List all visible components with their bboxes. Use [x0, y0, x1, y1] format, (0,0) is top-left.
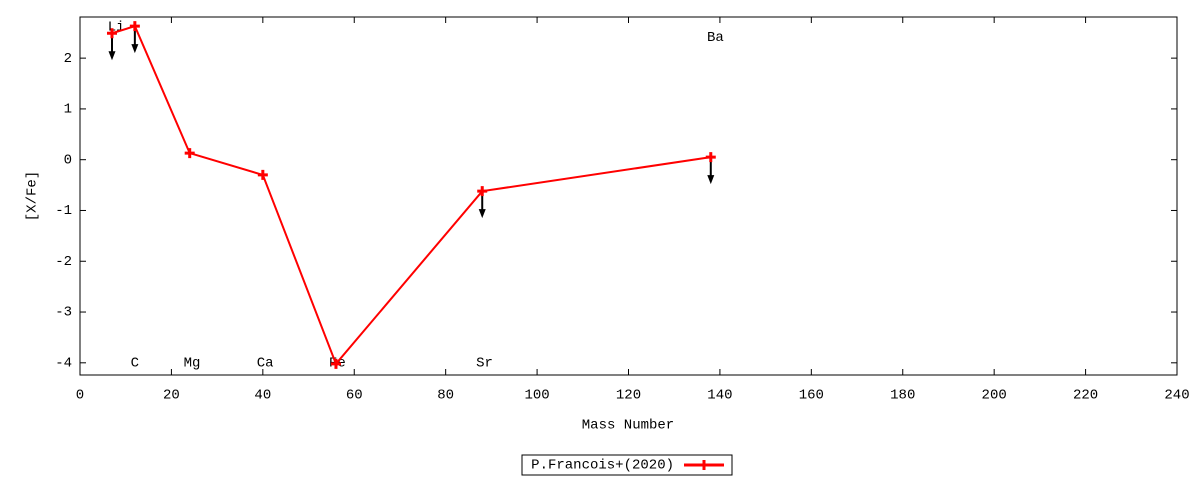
x-tick-label: 120: [616, 388, 641, 404]
point: [330, 358, 341, 369]
upper-limit-arrowhead: [131, 44, 139, 54]
series-line: [111, 24, 711, 366]
element-label: Sr: [476, 356, 493, 372]
point: [705, 152, 716, 163]
x-tick-label: 180: [890, 388, 915, 404]
y-tick-label: -1: [55, 203, 72, 219]
legend-marker: [699, 460, 709, 470]
y-tick-label: -2: [55, 254, 72, 270]
element-label: Ca: [257, 356, 274, 372]
y-tick-label: -3: [55, 305, 72, 321]
y-tick-label: 1: [64, 102, 72, 118]
legend-box: [521, 454, 733, 476]
x-tick-label: 160: [799, 388, 824, 404]
y-axis-label: [X/Fe]: [25, 171, 41, 221]
y-tick-label: 0: [64, 152, 72, 168]
point: [106, 28, 117, 39]
x-tick-label: 60: [346, 388, 363, 404]
x-axis-label: Mass Number: [582, 418, 674, 434]
y-tick-label: 2: [64, 51, 72, 67]
element-label: Mg: [184, 356, 201, 372]
upper-limit-arrowhead: [478, 209, 486, 219]
element-label: C: [131, 356, 139, 372]
legend-label: P.Francois+(2020): [531, 458, 674, 474]
point: [184, 148, 195, 159]
x-tick-label: 200: [982, 388, 1007, 404]
x-tick-label: 40: [254, 388, 271, 404]
x-tick-label: 140: [707, 388, 732, 404]
x-tick-label: 20: [163, 388, 180, 404]
x-tick-label: 0: [76, 388, 84, 404]
y-tick-label: -4: [55, 356, 72, 372]
upper-limit-arrowhead: [707, 175, 715, 185]
x-tick-label: 80: [437, 388, 454, 404]
point: [257, 169, 268, 180]
plot-frame: [79, 16, 1178, 376]
upper-limit-arrowhead: [108, 51, 116, 61]
x-tick-label: 220: [1073, 388, 1098, 404]
point: [477, 186, 488, 197]
x-tick-label: 100: [524, 388, 549, 404]
point: [129, 21, 140, 32]
x-tick-label: 240: [1164, 388, 1189, 404]
element-label: Ba: [707, 30, 724, 46]
